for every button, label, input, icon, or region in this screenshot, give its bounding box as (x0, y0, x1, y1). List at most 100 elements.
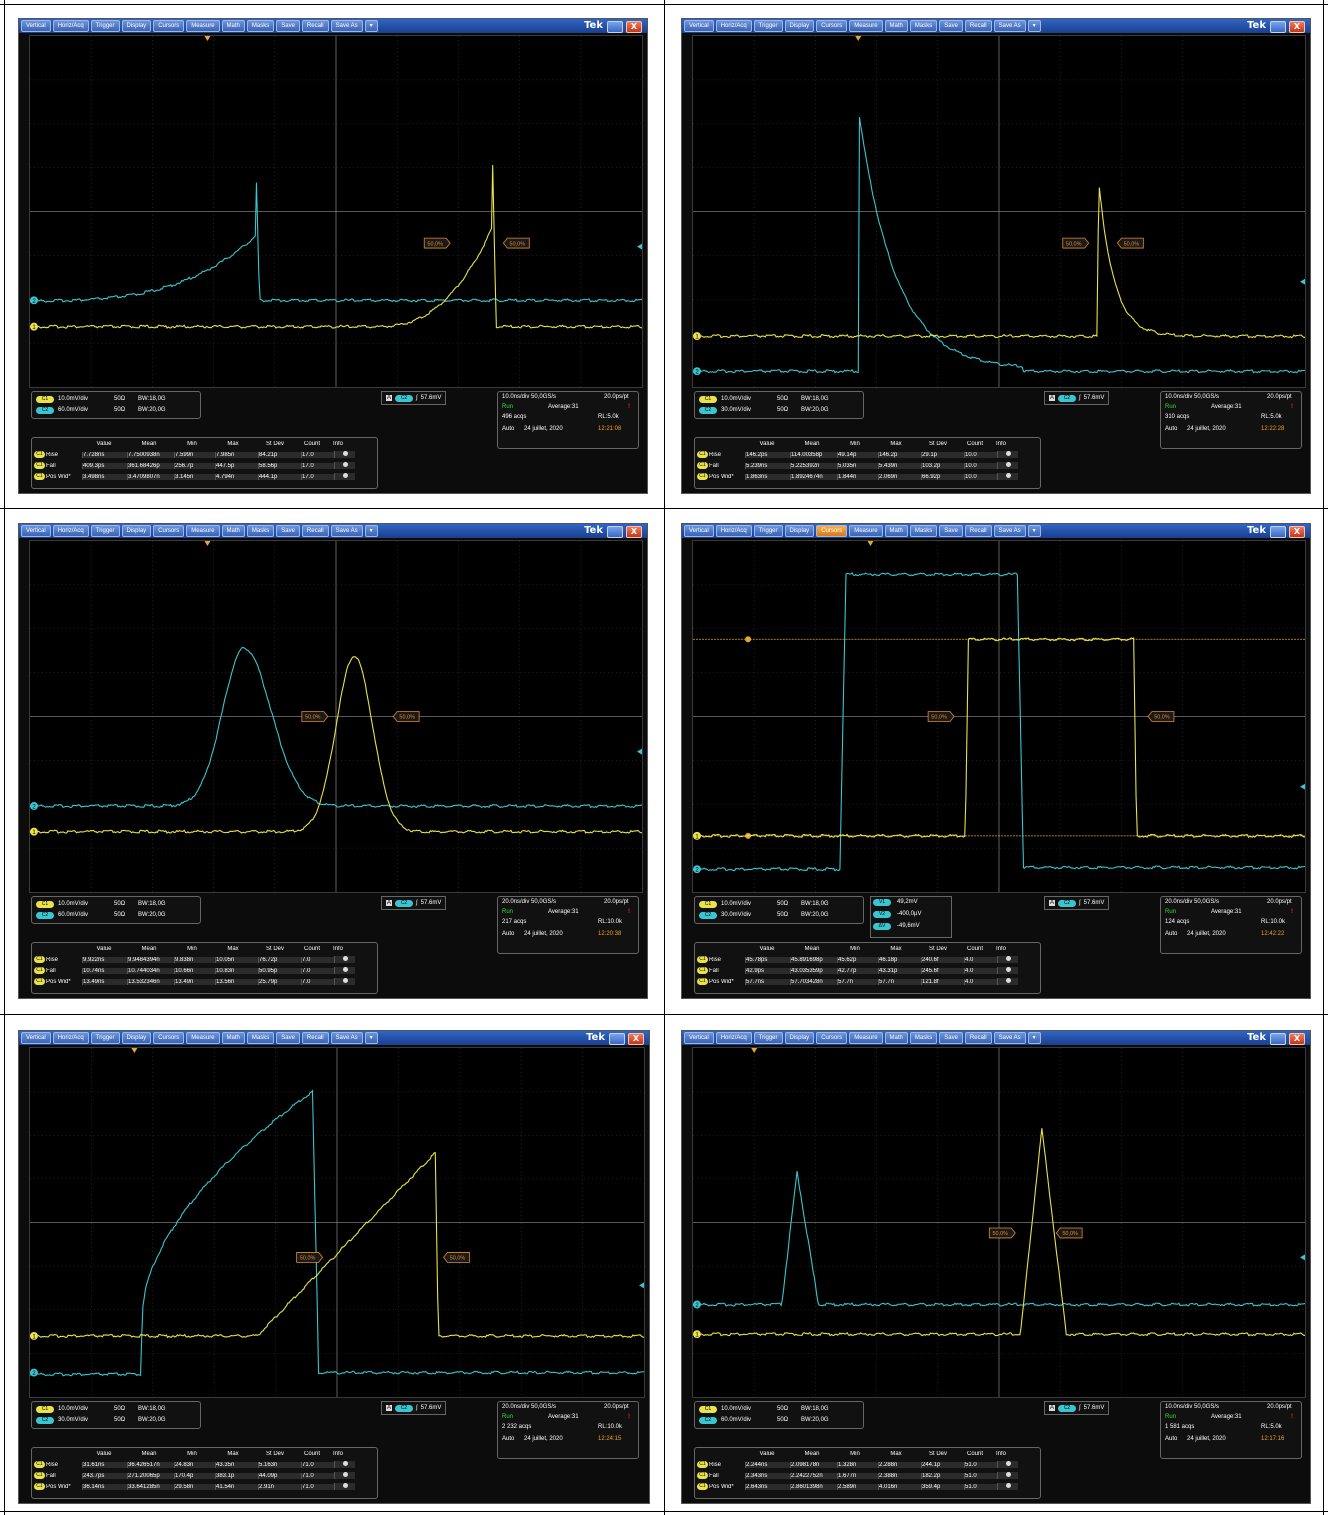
vertical-settings-box[interactable]: C1 10.0mV/div 50Ω BW:18,0G C2 60.0mV/div 50Ω BW… (31, 391, 201, 419)
menu-math[interactable]: Math (884, 525, 908, 537)
menu-save[interactable]: Save (276, 20, 300, 32)
waveform-display[interactable]: 1 2 50,0% 50,0% (692, 540, 1306, 893)
channel-2-marker[interactable] (693, 367, 701, 376)
close-button[interactable]: X (1289, 21, 1305, 33)
trigger-position-marker[interactable] (204, 541, 211, 546)
vertical-settings-box[interactable]: C1 10.0mV/div 50Ω BW:18,0G C2 60.0mV/div 50Ω BW… (694, 1401, 864, 1429)
menu-trigger[interactable]: Trigger (753, 525, 783, 537)
measurement-row[interactable]: C1 Pos Wid* 36.14ns 33.641285n 29.58n 41.54n 2… (34, 1482, 375, 1491)
horizontal-settings-box[interactable]: 20.0ns/div 50,0GS/s 20.0ps/pt Run Average:3… (497, 1401, 639, 1459)
minimize-button[interactable] (607, 21, 623, 33)
menu-vertical[interactable]: Vertical (21, 20, 51, 32)
cursor-readout-box[interactable]: V1 49,2mV V2 -400,0µV ΔV -49,6mV (870, 896, 952, 938)
ch1-badge[interactable]: C1 (36, 1405, 54, 1413)
vertical-settings-box[interactable]: C1 10.0mV/div 50Ω BW:18,0G C2 30.0mV/div 50Ω BW… (31, 1401, 201, 1429)
measurement-info[interactable] (334, 462, 355, 469)
ch2-badge[interactable]: C2 (699, 406, 717, 414)
trigger-level-marker[interactable] (637, 748, 642, 755)
ch2-badge[interactable]: C2 (699, 911, 717, 919)
ch1-badge[interactable]: C1 (699, 1405, 717, 1413)
close-button[interactable]: X (1289, 1033, 1305, 1045)
trigger-position-marker[interactable] (131, 1048, 138, 1053)
channel-2-marker[interactable] (30, 802, 38, 810)
menu-masks[interactable]: Masks (909, 525, 938, 537)
measurement-info[interactable] (334, 451, 355, 458)
measurement-info[interactable] (997, 1483, 1018, 1490)
channel-1-marker[interactable] (30, 827, 38, 836)
measurement-info[interactable] (334, 956, 355, 963)
info-icon[interactable] (1005, 956, 1011, 961)
info-icon[interactable] (1005, 473, 1011, 478)
menu-trigger[interactable]: Trigger (90, 20, 120, 32)
menu-dropdown[interactable]: ▾ (1027, 525, 1041, 537)
menu-vertical[interactable]: Vertical (684, 525, 714, 537)
measurement-row[interactable]: C1 Pos Wid* 13.49ns 13.532346n 13.49n 13.56n 2… (34, 977, 375, 986)
close-button[interactable]: X (626, 21, 642, 33)
menu-recall[interactable]: Recall (964, 1032, 992, 1044)
info-icon[interactable] (342, 967, 348, 972)
channel-2-marker[interactable] (30, 296, 38, 305)
menu-horiz-acq[interactable]: Horiz/Acq (715, 20, 752, 32)
close-button[interactable]: X (628, 1033, 644, 1045)
measurement-info[interactable] (997, 1472, 1018, 1479)
measurement-row[interactable]: C1 Pos Wid* 3.498ns 3.4709807n 3.145n 4.794n 4… (34, 472, 375, 481)
ch2-badge[interactable]: C2 (36, 911, 54, 919)
measurement-info[interactable] (334, 473, 355, 480)
ch1-settings[interactable]: C1 10.0mV/div 50Ω BW:18,0G (699, 394, 829, 404)
menu-cursors[interactable]: Cursors (816, 20, 848, 32)
measurement-row[interactable]: C1 Pos Wid* 57.7ns 57.703428n 57.7n 57.7n 121.… (697, 977, 1038, 986)
measurement-row[interactable]: C1 Fall 10.74ns 10.744034n 10.66n 10.83n 50.95… (34, 966, 375, 975)
menu-save-as[interactable]: Save As (330, 1032, 363, 1044)
close-button[interactable]: X (1289, 526, 1305, 538)
measurement-row[interactable]: C1 Fall 5.239ns 5.225392n 5.035n 5.439n 103.2p… (697, 461, 1038, 470)
menu-dropdown[interactable]: ▾ (364, 20, 378, 32)
waveform-svg[interactable]: 1 2 50,0% 50,0% (693, 36, 1305, 387)
menu-save[interactable]: Save (939, 20, 963, 32)
menu-math[interactable]: Math (221, 20, 245, 32)
ch2-settings[interactable]: C2 60.0mV/div 50Ω BW:20,0G (36, 405, 166, 415)
measurement-row[interactable]: C1 Fall 409.3ps 361.68426p 256.7p 447.5p 58.56… (34, 461, 375, 470)
ch1-settings[interactable]: C1 10.0mV/div 50Ω BW:18,0G (699, 1404, 829, 1414)
measurement-row[interactable]: C1 Rise 9.922ns 9.9484394n 9.838n 10.05n 76.72… (34, 955, 375, 964)
menu-save[interactable]: Save (276, 525, 300, 537)
trigger-settings-box[interactable]: A C2 ∫ 57.6mV (1044, 1401, 1110, 1415)
measurement-row[interactable]: C1 Fall 2.343ns 2.2422752n 1.677n 2.388n 182.2… (697, 1471, 1038, 1480)
waveform-svg[interactable]: 1 2 50,0% 50,0% (693, 1048, 1305, 1397)
menu-save-as[interactable]: Save As (330, 20, 363, 32)
measurement-row[interactable]: C1 Fall 243.7ps 271.20065p 170.4p 383.1p 44.09… (34, 1471, 375, 1480)
measurement-row[interactable]: C1 Pos Wid* 2.643ns 2.8601398n 2.589n 4.016n 3… (697, 1482, 1038, 1491)
info-icon[interactable] (1005, 1472, 1011, 1477)
measurement-info[interactable] (997, 967, 1018, 974)
vertical-settings-box[interactable]: C1 10.0mV/div 50Ω BW:18,0G C2 30.0mV/div 50Ω BW… (694, 896, 864, 924)
trigger-level-marker[interactable] (637, 243, 642, 250)
info-icon[interactable] (342, 462, 348, 467)
menu-dropdown[interactable]: ▾ (364, 1032, 378, 1044)
ch1-settings[interactable]: C1 10.0mV/div 50Ω BW:18,0G (699, 899, 829, 909)
info-icon[interactable] (342, 1461, 348, 1466)
measurement-info[interactable] (997, 956, 1018, 963)
minimize-button[interactable] (1270, 21, 1286, 33)
info-icon[interactable] (342, 1472, 348, 1477)
measurement-info[interactable] (334, 967, 355, 974)
measurement-info[interactable] (334, 1461, 355, 1468)
waveform-svg[interactable]: 1 2 50,0% 50,0% (693, 541, 1305, 892)
info-icon[interactable] (1005, 1461, 1011, 1466)
waveform-display[interactable]: 1 2 50,0% 50,0% (29, 540, 643, 893)
channel-1-marker[interactable] (693, 1330, 701, 1339)
channel-1-marker[interactable] (693, 831, 701, 840)
vertical-settings-box[interactable]: C1 10.0mV/div 50Ω BW:18,0G C2 60.0mV/div 50Ω BW… (31, 896, 201, 924)
channel-2-marker[interactable] (693, 1300, 701, 1309)
trigger-position-marker[interactable] (867, 541, 874, 546)
measurement-info[interactable] (997, 1461, 1018, 1468)
info-icon[interactable] (1005, 967, 1011, 972)
menu-trigger[interactable]: Trigger (753, 20, 783, 32)
minimize-button[interactable] (1270, 1033, 1286, 1045)
ch1-badge[interactable]: C1 (699, 900, 717, 908)
trigger-settings-box[interactable]: A C2 ∫ 57.6mV (381, 896, 447, 910)
menu-trigger[interactable]: Trigger (753, 1032, 783, 1044)
menu-measure[interactable]: Measure (186, 525, 220, 537)
menu-measure[interactable]: Measure (849, 1032, 883, 1044)
measurement-info[interactable] (997, 451, 1018, 458)
menu-cursors[interactable]: Cursors (153, 1032, 185, 1044)
horizontal-settings-box[interactable]: 20.0ns/div 50,0GS/s 20.0ps/pt Run Average:3… (1160, 896, 1302, 954)
